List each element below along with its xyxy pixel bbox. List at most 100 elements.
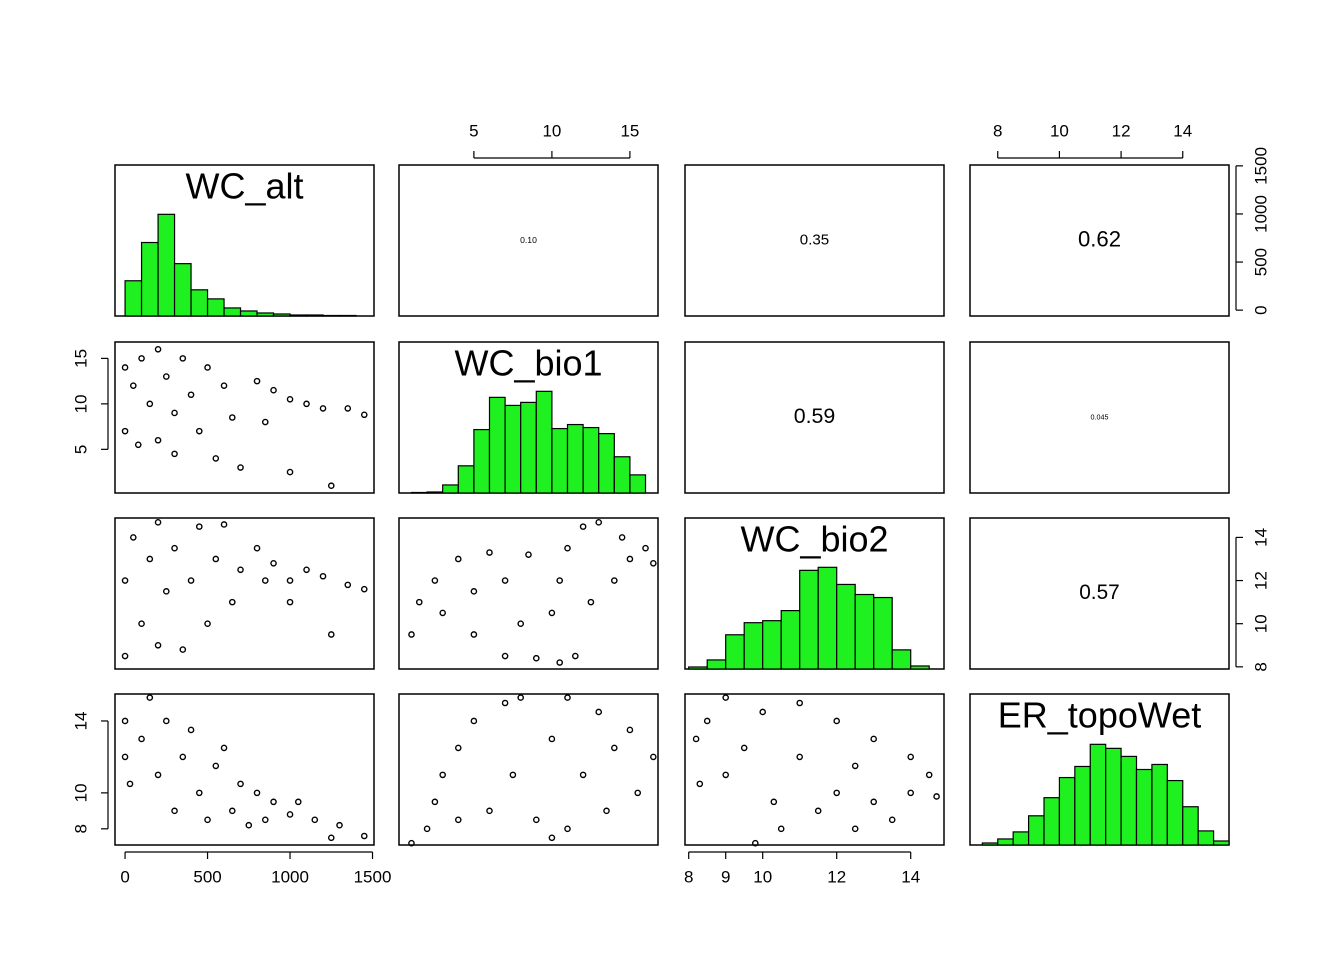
scatter-point <box>253 377 261 385</box>
scatter-point <box>212 555 220 563</box>
scatter-point <box>163 717 170 725</box>
variable-name: WC_bio2 <box>740 519 888 560</box>
scatter-point <box>642 544 649 552</box>
scatter-point <box>360 832 368 840</box>
scatter-point <box>556 659 564 666</box>
scatter-point <box>253 544 261 552</box>
scatter-point <box>579 523 587 530</box>
x-tick-label: 8 <box>993 121 1002 140</box>
scatter-point <box>796 699 804 707</box>
panel-frame <box>398 693 659 846</box>
histogram-bar <box>873 596 893 670</box>
scatter-point <box>618 534 626 541</box>
y-tick-label: 14 <box>71 712 90 731</box>
scatter-point <box>696 780 704 788</box>
scatter-point <box>509 771 517 779</box>
scatter-point <box>907 753 915 761</box>
scatter-point <box>171 807 178 815</box>
x-tick-label: 1000 <box>271 867 309 886</box>
y-tick-label: 10 <box>1251 614 1270 633</box>
scatter-point <box>195 789 203 797</box>
correlation-label: 0.045 <box>1091 413 1109 421</box>
scatter-point <box>261 418 269 426</box>
scatter-point <box>501 577 509 584</box>
scatter-point <box>253 789 261 797</box>
scatter-point <box>595 519 603 526</box>
scatter-point <box>327 631 335 638</box>
histogram-bar <box>629 474 647 494</box>
scatter-point <box>796 753 804 761</box>
scatter-point <box>556 577 564 584</box>
scatter-point <box>319 405 327 412</box>
histogram-bar <box>910 665 930 670</box>
scatter-point <box>851 762 859 770</box>
scatter-point <box>415 598 423 606</box>
scatter-point <box>138 355 145 362</box>
scatter-point <box>146 555 154 563</box>
scatter-point <box>925 771 933 779</box>
scatter-point <box>752 839 759 847</box>
histogram-bar <box>688 666 708 670</box>
panel-frame <box>969 341 1230 494</box>
scatter-point <box>195 523 203 530</box>
scatter-point <box>470 631 478 638</box>
scatter-point <box>261 816 269 824</box>
scatter-point <box>154 519 162 526</box>
histogram-bar <box>272 313 291 317</box>
scatter-point <box>134 441 142 449</box>
histogram-bar <box>1197 830 1215 846</box>
scatter-point <box>228 598 236 606</box>
histogram-bar <box>1151 763 1168 846</box>
scatter-point <box>431 798 439 806</box>
scatter-point <box>286 468 294 476</box>
scatter-point <box>777 825 785 833</box>
scatter-point <box>564 544 571 552</box>
histogram-bar <box>566 423 584 494</box>
scatter-point <box>261 577 269 584</box>
panel-frame <box>969 517 1230 670</box>
scatter-point <box>154 641 162 649</box>
histogram-bar <box>322 314 341 317</box>
scatter-point <box>311 816 319 824</box>
histogram-bar <box>598 433 615 494</box>
scatter-point <box>360 585 368 593</box>
scatter-point <box>870 735 878 743</box>
scatter-point <box>454 555 462 563</box>
scatter-point <box>220 521 228 528</box>
histogram-bar <box>817 566 838 670</box>
histogram-bar <box>1074 765 1091 846</box>
x-tick-label: 8 <box>684 867 693 886</box>
histogram-bar <box>725 634 745 670</box>
x-tick-label: 12 <box>1112 121 1131 140</box>
scatter-point <box>121 427 129 435</box>
scatter-point <box>431 577 439 584</box>
scatter-point <box>286 811 294 818</box>
scatter-point <box>303 566 310 574</box>
histogram-bar <box>173 263 192 317</box>
scatter-point <box>650 560 657 567</box>
scatter-point <box>179 646 187 653</box>
panel-frame <box>969 164 1230 317</box>
y-tick-label: 8 <box>71 824 90 833</box>
correlation-label: 0.35 <box>800 231 829 248</box>
y-tick-label: 12 <box>1251 571 1270 590</box>
histogram-bar <box>256 312 275 317</box>
histogram-bar <box>997 838 1014 846</box>
scatter-point <box>327 834 335 842</box>
histogram-bar <box>762 620 782 670</box>
scatter-point <box>770 798 778 806</box>
scatter-point <box>171 544 178 552</box>
correlation-label: 0.57 <box>1079 581 1120 604</box>
scatter-point <box>572 652 579 660</box>
panel-frame <box>398 517 659 670</box>
panel-frame <box>684 164 945 317</box>
histogram-bar <box>473 428 491 494</box>
histogram-bar <box>1182 806 1199 846</box>
scatter-point <box>319 572 327 580</box>
x-tick-label: 15 <box>620 121 639 140</box>
scatter-point <box>237 780 244 788</box>
scatter-point <box>344 405 352 412</box>
scatter-point <box>634 789 642 797</box>
panel-frame <box>114 341 375 494</box>
scatter-point <box>722 694 730 701</box>
